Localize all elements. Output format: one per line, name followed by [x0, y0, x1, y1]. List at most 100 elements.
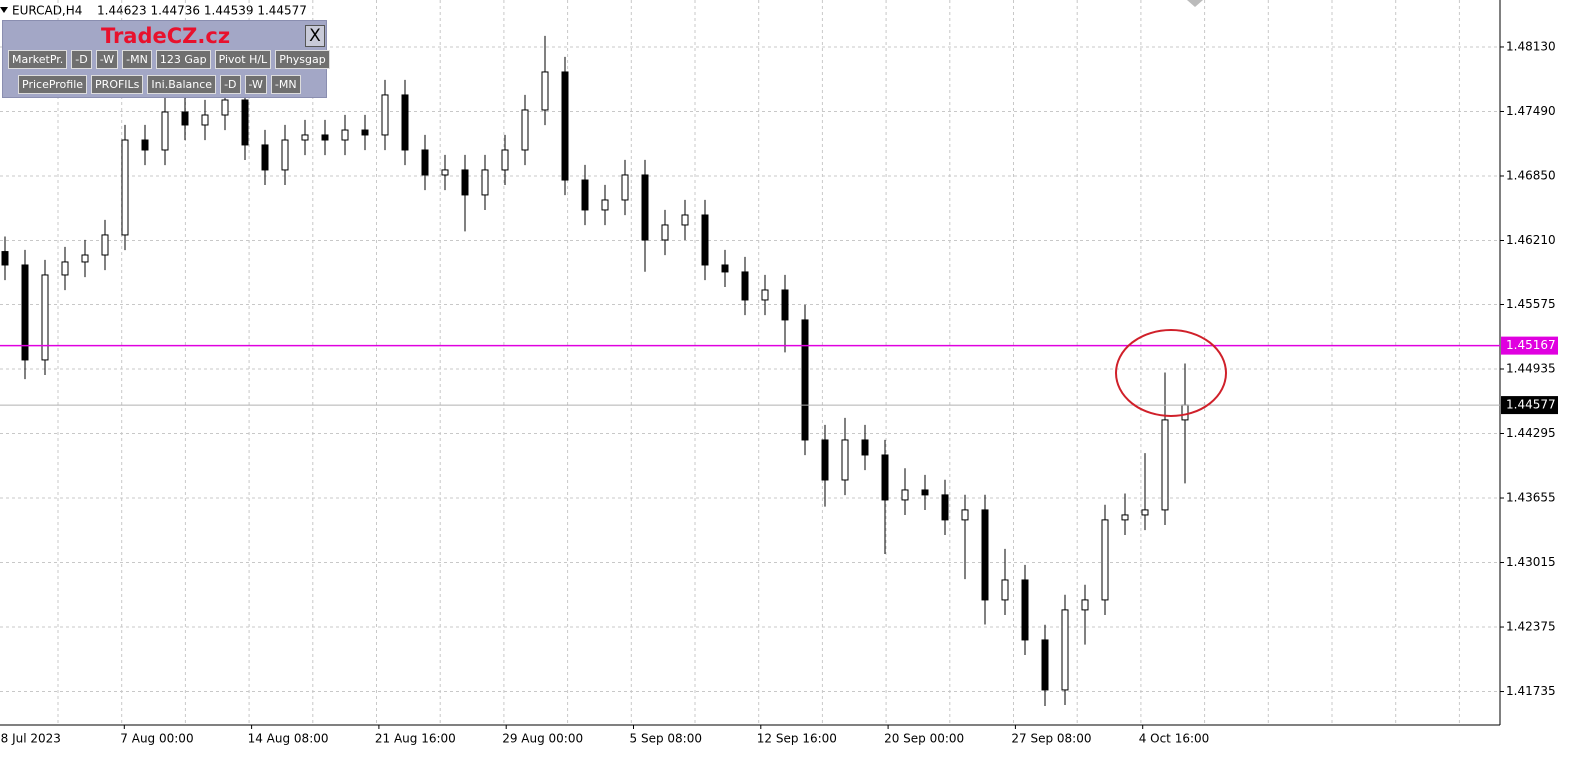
candle-body — [1041, 639, 1049, 691]
candle-body — [1, 251, 9, 266]
x-tick-label: 5 Sep 08:00 — [630, 732, 702, 746]
candle-body — [41, 274, 49, 361]
candle-body — [141, 139, 149, 151]
price-label-box — [1501, 396, 1558, 415]
scroll-marker — [1187, 0, 1203, 7]
candle-body — [921, 489, 929, 496]
candle-body — [981, 509, 989, 601]
candle-body — [321, 134, 329, 141]
panel-button[interactable]: Pivot H/L — [214, 50, 272, 69]
candle-body — [1021, 579, 1029, 641]
candle-body — [821, 439, 829, 481]
candle-body — [1001, 579, 1009, 601]
y-tick-label: 1.44295 — [1506, 426, 1556, 440]
candle-body — [161, 111, 169, 151]
quote: 1.44623 1.44736 1.44539 1.44577 — [97, 4, 307, 18]
candle-body — [81, 254, 89, 263]
x-tick-label: 4 Oct 16:00 — [1139, 732, 1210, 746]
y-tick-label: 1.43015 — [1506, 555, 1556, 569]
y-tick-label: 1.42375 — [1506, 620, 1556, 634]
candle-body — [201, 114, 209, 126]
panel-button[interactable]: -W — [244, 75, 267, 94]
panel-button[interactable]: -D — [220, 75, 241, 94]
x-tick-label: 12 Sep 16:00 — [757, 732, 837, 746]
candle-body — [741, 271, 749, 301]
y-tick-label: 1.48130 — [1506, 39, 1556, 53]
candle-body — [581, 179, 589, 211]
candle-body — [541, 71, 549, 111]
candle-body — [241, 99, 249, 146]
candle-body — [781, 289, 789, 321]
panel-button[interactable]: MarketPr. — [8, 50, 68, 69]
candle-body — [941, 494, 949, 521]
y-tick-label: 1.45575 — [1506, 297, 1556, 311]
y-tick-label: 1.46850 — [1506, 168, 1556, 182]
button-row: MarketPr. -D -W -MN 123 Gap Pivot H/L Physgap — [8, 50, 330, 69]
candle-body — [121, 139, 129, 236]
candle-body — [621, 174, 629, 201]
symbol: EURCAD,H4 — [12, 4, 82, 18]
candle-body — [101, 234, 109, 256]
candle-body — [221, 99, 229, 116]
candle-body — [181, 111, 189, 126]
candle-body — [901, 489, 909, 501]
y-tick-label: 1.47490 — [1506, 104, 1556, 118]
candle-body — [701, 214, 709, 266]
panel-button[interactable]: -MN — [270, 75, 301, 94]
candle-body — [461, 169, 469, 196]
button-row: PriceProfile PROFILs Ini.Balance -D -W -MN — [18, 75, 301, 94]
candle-body — [301, 134, 309, 141]
candle-body — [1181, 404, 1189, 421]
candle-body — [261, 144, 269, 171]
panel-button[interactable]: PROFILs — [91, 75, 144, 94]
candle-body — [561, 71, 569, 181]
candle-body — [21, 264, 29, 361]
panel-button[interactable]: -W — [95, 50, 119, 69]
candle-body — [661, 224, 669, 241]
close-button[interactable]: X — [305, 25, 325, 47]
candle-body — [1081, 599, 1089, 611]
candle-body — [281, 139, 289, 171]
y-tick-label: 1.43655 — [1506, 491, 1556, 505]
x-tick-label: 27 Sep 08:00 — [1011, 732, 1091, 746]
price-label-box — [1501, 336, 1558, 355]
candle-body — [841, 439, 849, 481]
candle-body — [1141, 509, 1149, 516]
candle-body — [881, 454, 889, 501]
candle-body — [421, 149, 429, 176]
y-tick-label: 1.46210 — [1506, 233, 1556, 247]
panel-button[interactable]: Ini.Balance — [147, 75, 217, 94]
panel-button[interactable]: 123 Gap — [155, 50, 211, 69]
candle-body — [501, 149, 509, 171]
x-tick-label: 7 Aug 00:00 — [120, 732, 193, 746]
candle-body — [961, 509, 969, 521]
panel-button[interactable]: -D — [71, 50, 92, 69]
price-label: 1.45167 — [1506, 338, 1556, 352]
price-label: 1.44577 — [1506, 398, 1556, 412]
panel-button[interactable]: -MN — [122, 50, 152, 69]
panel-button[interactable]: PriceProfile — [18, 75, 88, 94]
candle-body — [801, 319, 809, 441]
menu-triangle — [0, 7, 8, 13]
panel-button[interactable]: Physgap — [275, 50, 330, 69]
candle-body — [641, 174, 649, 241]
x-tick-label: 21 Aug 16:00 — [375, 732, 456, 746]
panel-title: TradeCZ.cz — [100, 24, 231, 48]
x-tick-label: 28 Jul 2023 — [0, 732, 61, 746]
candle-body — [441, 169, 449, 176]
candle-body — [341, 129, 349, 141]
x-tick-label: 20 Sep 00:00 — [884, 732, 964, 746]
candle-body — [1161, 419, 1169, 511]
y-tick-label: 1.44935 — [1506, 362, 1556, 376]
toolbar-panel: TradeCZ.cz X MarketPr. -D -W -MN 123 Gap Pivo… — [2, 20, 330, 98]
candle-body — [521, 109, 529, 151]
candle-body — [361, 129, 369, 136]
candle-body — [1101, 519, 1109, 601]
candle-body — [721, 264, 729, 273]
candle-body — [481, 169, 489, 196]
candle-body — [61, 261, 69, 276]
candle-body — [601, 199, 609, 211]
candle-body — [861, 439, 869, 456]
